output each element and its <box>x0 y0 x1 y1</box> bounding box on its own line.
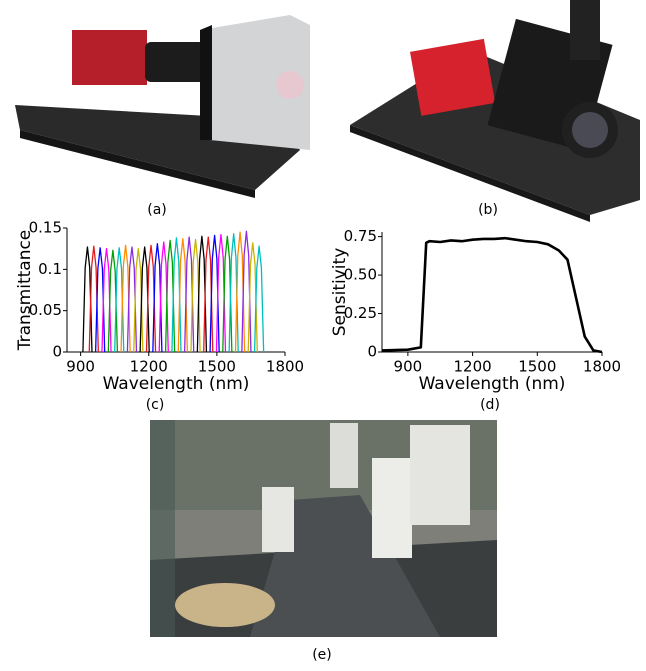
x-tick-label: 900 <box>66 358 95 376</box>
x-tick-label: 1200 <box>453 358 491 376</box>
series-line <box>255 246 264 352</box>
x-tick-label: 1800 <box>266 358 304 376</box>
x-tick-label: 1500 <box>198 358 236 376</box>
y-axis-label: Transmittance <box>15 230 35 352</box>
photo-e <box>150 420 497 637</box>
y-tick-label: 0 <box>367 343 377 361</box>
x-tick-label: 1800 <box>583 358 621 376</box>
figure: (a)(b)(c)(d)(e)00.050.10.159001200150018… <box>0 0 646 671</box>
y-tick-label: 0.1 <box>38 260 62 278</box>
y-axis-label: Sensitivity <box>330 248 350 337</box>
x-tick-label: 1500 <box>518 358 556 376</box>
caption: (c) <box>146 397 165 413</box>
x-axis-label: Wavelength (nm) <box>103 374 250 394</box>
caption: (d) <box>480 397 500 413</box>
caption: (b) <box>478 202 498 218</box>
photo-a <box>10 0 310 198</box>
x-axis-label: Wavelength (nm) <box>419 374 566 394</box>
photo-b <box>350 0 640 222</box>
x-tick-label: 900 <box>394 358 423 376</box>
caption: (a) <box>147 202 167 218</box>
caption: (e) <box>312 647 332 663</box>
x-tick-label: 1200 <box>130 358 168 376</box>
series-line <box>382 238 602 352</box>
y-tick-label: 0.75 <box>344 227 377 245</box>
y-tick-label: 0 <box>52 343 62 361</box>
